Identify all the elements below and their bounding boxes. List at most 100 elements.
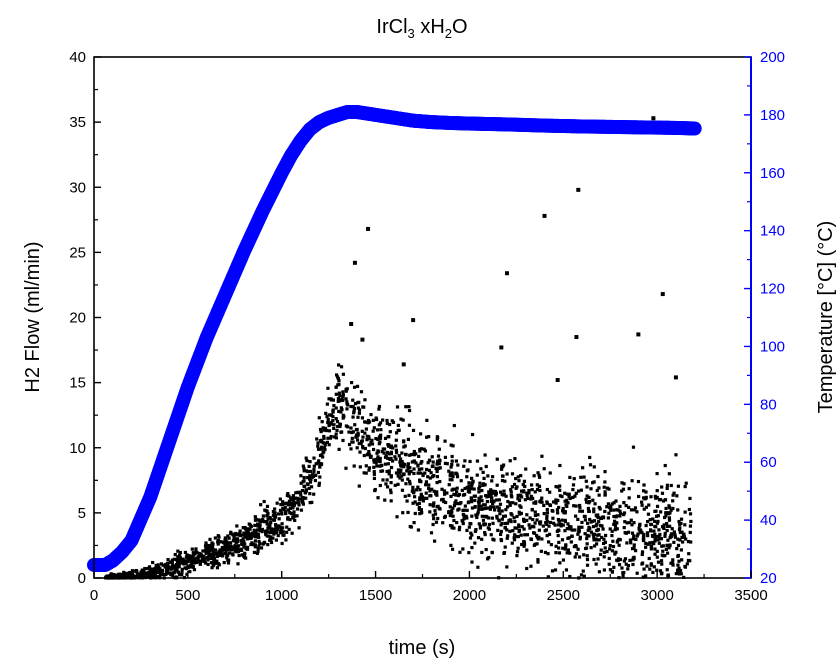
h2-flow-point (302, 469, 306, 473)
h2-flow-point (154, 570, 158, 574)
h2-flow-point (551, 516, 555, 520)
h2-flow-point (365, 438, 369, 442)
h2-flow-point (583, 518, 588, 522)
h2-flow-point (612, 514, 616, 519)
h2-flow-point (495, 505, 499, 509)
h2-flow-point (522, 479, 527, 483)
h2-flow-point (341, 372, 345, 376)
h2-flow-point (212, 558, 216, 562)
h2-flow-point (679, 572, 683, 576)
h2-flow-point (361, 435, 365, 439)
h2-flow-point (243, 525, 247, 530)
h2-flow-point (642, 532, 646, 537)
h2-flow-point (393, 455, 397, 459)
h2-flow-point (493, 508, 497, 512)
h2-flow-point (335, 373, 339, 377)
h2-flow-point (622, 513, 626, 517)
h2-flow-point (325, 428, 329, 433)
h2-flow-point (260, 527, 265, 532)
h2-flow-point (675, 494, 679, 498)
h2-flow-point (226, 558, 230, 562)
h2-flow-point (364, 427, 368, 431)
h2-flow-point (200, 556, 204, 560)
h2-flow-point (241, 533, 245, 537)
h2-flow-point (516, 546, 520, 550)
h2-flow-point (435, 490, 439, 494)
h2-flow-point (624, 562, 628, 566)
chart-title-end: O (452, 16, 468, 38)
h2-flow-point (276, 524, 280, 528)
h2-flow-point (335, 428, 339, 433)
h2-flow-point (334, 392, 338, 396)
h2-flow-point (476, 565, 480, 569)
h2-flow-point (660, 491, 665, 495)
h2-flow-point (650, 533, 655, 538)
h2-flow-point (567, 536, 571, 540)
temperature-point (687, 121, 702, 136)
h2-flow-point (671, 493, 675, 497)
h2-flow-point (517, 525, 521, 529)
h2-flow-point (654, 535, 658, 539)
h2-flow-point (250, 541, 254, 545)
h2-flow-point (374, 457, 378, 462)
h2-flow-point (289, 511, 293, 516)
h2-flow-point (429, 531, 434, 535)
h2-flow-point (301, 502, 305, 506)
h2-flow-point (678, 568, 683, 573)
h2-flow-point (546, 552, 550, 556)
h2-flow-point (226, 542, 230, 546)
h2-flow-point (180, 573, 184, 577)
h2-flow-point (557, 540, 561, 545)
h2-flow-point (364, 420, 368, 424)
h2-flow-point (671, 561, 675, 565)
h2-flow-point (378, 483, 382, 488)
h2-flow-point (618, 514, 622, 518)
h2-flow-point (477, 496, 481, 500)
h2-flow-point (181, 557, 185, 561)
h2-flow-point (214, 552, 219, 556)
h2-flow-point (525, 513, 529, 517)
h2-flow-outlier-point (651, 116, 656, 121)
h2-flow-point (664, 547, 668, 551)
h2-flow-point (688, 512, 693, 516)
h2-flow-point (341, 393, 345, 397)
h2-flow-point (535, 533, 539, 538)
h2-flow-point (649, 529, 653, 533)
h2-flow-point (364, 464, 368, 468)
h2-flow-point (529, 537, 533, 541)
h2-flow-point (432, 501, 436, 505)
h2-flow-point (434, 492, 438, 496)
h2-flow-point (455, 520, 459, 525)
h2-flow-point (579, 488, 583, 492)
h2-flow-point (515, 550, 520, 554)
h2-flow-point (603, 540, 607, 544)
h2-flow-point (143, 566, 147, 571)
h2-flow-point (557, 546, 561, 550)
h2-flow-point (436, 516, 440, 521)
h2-flow-point (266, 530, 270, 534)
y-tick-label: 5 (78, 505, 86, 522)
h2-flow-point (484, 506, 488, 510)
h2-flow-point (432, 517, 436, 521)
h2-flow-point (657, 541, 661, 545)
h2-flow-point (380, 463, 384, 468)
h2-flow-point (371, 429, 375, 433)
h2-flow-point (687, 552, 691, 556)
h2-flow-point (256, 549, 260, 553)
h2-flow-point (151, 575, 155, 579)
h2-flow-point (672, 530, 676, 534)
h2-flow-point (669, 561, 673, 565)
h2-flow-point (450, 471, 454, 476)
h2-flow-point (518, 512, 522, 516)
h2-flow-point (317, 459, 321, 463)
h2-flow-point (164, 562, 168, 567)
h2-flow-point (192, 551, 196, 555)
h2-flow-outlier-point (542, 213, 547, 218)
h2-flow-point (607, 556, 611, 561)
h2-flow-point (205, 544, 210, 548)
h2-flow-point (551, 509, 555, 513)
h2-flow-point (666, 524, 670, 529)
h2-flow-point (510, 485, 514, 489)
h2-flow-point (351, 415, 355, 419)
h2-flow-point (556, 533, 560, 538)
